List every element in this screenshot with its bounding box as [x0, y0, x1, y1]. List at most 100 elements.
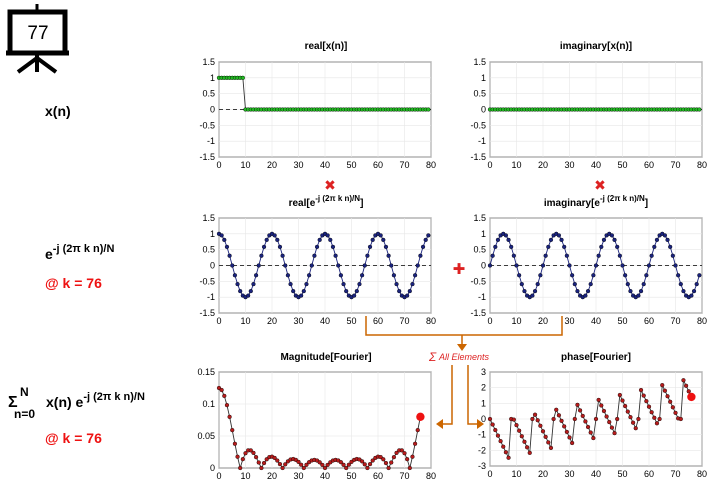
data-point — [511, 417, 516, 422]
multiply-icon-2: ✖ — [594, 177, 606, 193]
x-tick-label: 10 — [240, 316, 250, 326]
data-point — [662, 388, 667, 393]
y-tick-label: 0.5 — [473, 89, 486, 99]
data-point — [370, 458, 375, 463]
data-point — [264, 237, 269, 242]
sum-exponent: -j (2π k n)/N — [83, 391, 145, 403]
data-point — [559, 418, 564, 423]
data-point — [219, 387, 224, 393]
data-point — [256, 460, 261, 465]
x-tick-label: 60 — [373, 316, 383, 326]
data-point — [554, 407, 559, 412]
data-point — [405, 293, 410, 298]
data-point — [246, 293, 251, 298]
data-point — [567, 263, 572, 268]
kernel-exponent: -j (2π k n)/N — [53, 243, 115, 255]
data-point — [277, 244, 283, 249]
title-phase: phase[Fourier] — [561, 352, 631, 363]
sum-lower-limit: n=0 — [14, 407, 35, 421]
x-tick-label: 50 — [617, 316, 627, 326]
data-point — [367, 244, 373, 249]
x-tick-label: 50 — [346, 316, 356, 326]
data-point — [514, 423, 519, 428]
data-point — [314, 244, 320, 249]
data-point — [681, 378, 686, 383]
data-point — [344, 465, 349, 471]
x-tick-label: 60 — [644, 160, 654, 170]
x-tick-label: 30 — [293, 471, 303, 481]
x-tick-label: 50 — [346, 471, 356, 481]
data-point — [535, 282, 540, 287]
data-point — [628, 289, 633, 294]
x-tick-label: 0 — [216, 471, 221, 481]
data-point — [299, 293, 304, 298]
data-point — [259, 253, 264, 258]
data-point — [625, 409, 630, 414]
data-point — [599, 403, 604, 408]
data-point — [641, 282, 646, 287]
data-point — [493, 427, 498, 433]
x-tick-label: 10 — [511, 469, 521, 479]
data-point — [330, 244, 336, 249]
kernel-base: e — [45, 246, 53, 262]
data-point — [487, 416, 493, 422]
y-tick-label: -1 — [207, 136, 215, 146]
data-point — [344, 289, 349, 294]
data-point — [562, 424, 567, 429]
sum-symbol: Σ — [428, 350, 437, 364]
data-point — [511, 253, 516, 258]
data-point — [517, 428, 522, 433]
data-point — [224, 244, 230, 249]
data-point — [240, 75, 245, 80]
title-imag-kernel: imaginary[e-j (2π k n)/N] — [544, 194, 648, 209]
data-point — [219, 233, 224, 238]
data-point — [683, 383, 689, 388]
x-tick-label: 0 — [216, 316, 221, 326]
data-point — [609, 233, 614, 238]
title-real-kernel: real[e-j (2π k n)/N] — [289, 194, 364, 209]
data-point — [556, 413, 561, 418]
data-point — [283, 263, 288, 268]
y-tick-label: -1 — [478, 292, 486, 302]
data-point — [360, 273, 365, 278]
data-point — [391, 455, 396, 460]
data-point — [641, 393, 646, 398]
x-tick-label: 30 — [564, 160, 574, 170]
data-point — [630, 420, 636, 425]
y-tick-label: 0 — [481, 414, 486, 424]
all-elements-label: All Elements — [438, 352, 490, 362]
data-point — [309, 263, 314, 268]
data-point — [490, 422, 495, 427]
data-point — [538, 423, 543, 428]
data-point — [543, 434, 548, 439]
y-tick-label: -1 — [478, 430, 486, 440]
data-point — [230, 428, 235, 433]
data-point — [585, 289, 591, 294]
data-point — [577, 408, 583, 413]
data-point — [530, 293, 535, 298]
y-tick-label: 0.5 — [202, 89, 215, 99]
data-point — [678, 282, 683, 287]
data-point — [517, 273, 522, 278]
data-point — [423, 237, 428, 242]
data-point — [668, 244, 673, 249]
data-point — [418, 253, 423, 258]
data-point — [317, 237, 322, 242]
data-point — [501, 444, 506, 449]
data-point — [601, 237, 607, 242]
data-point — [333, 253, 338, 258]
data-point — [543, 253, 548, 258]
y-tick-label: -2 — [478, 445, 486, 455]
y-tick-label: 0 — [481, 261, 486, 271]
y-tick-label: -1 — [478, 136, 486, 146]
data-point — [665, 394, 670, 399]
data-point — [365, 253, 370, 258]
data-point — [238, 465, 243, 471]
data-point — [548, 445, 554, 451]
data-point — [583, 293, 588, 298]
data-point — [660, 383, 665, 388]
data-point — [399, 448, 404, 453]
data-point — [254, 273, 259, 278]
data-point — [524, 445, 530, 450]
